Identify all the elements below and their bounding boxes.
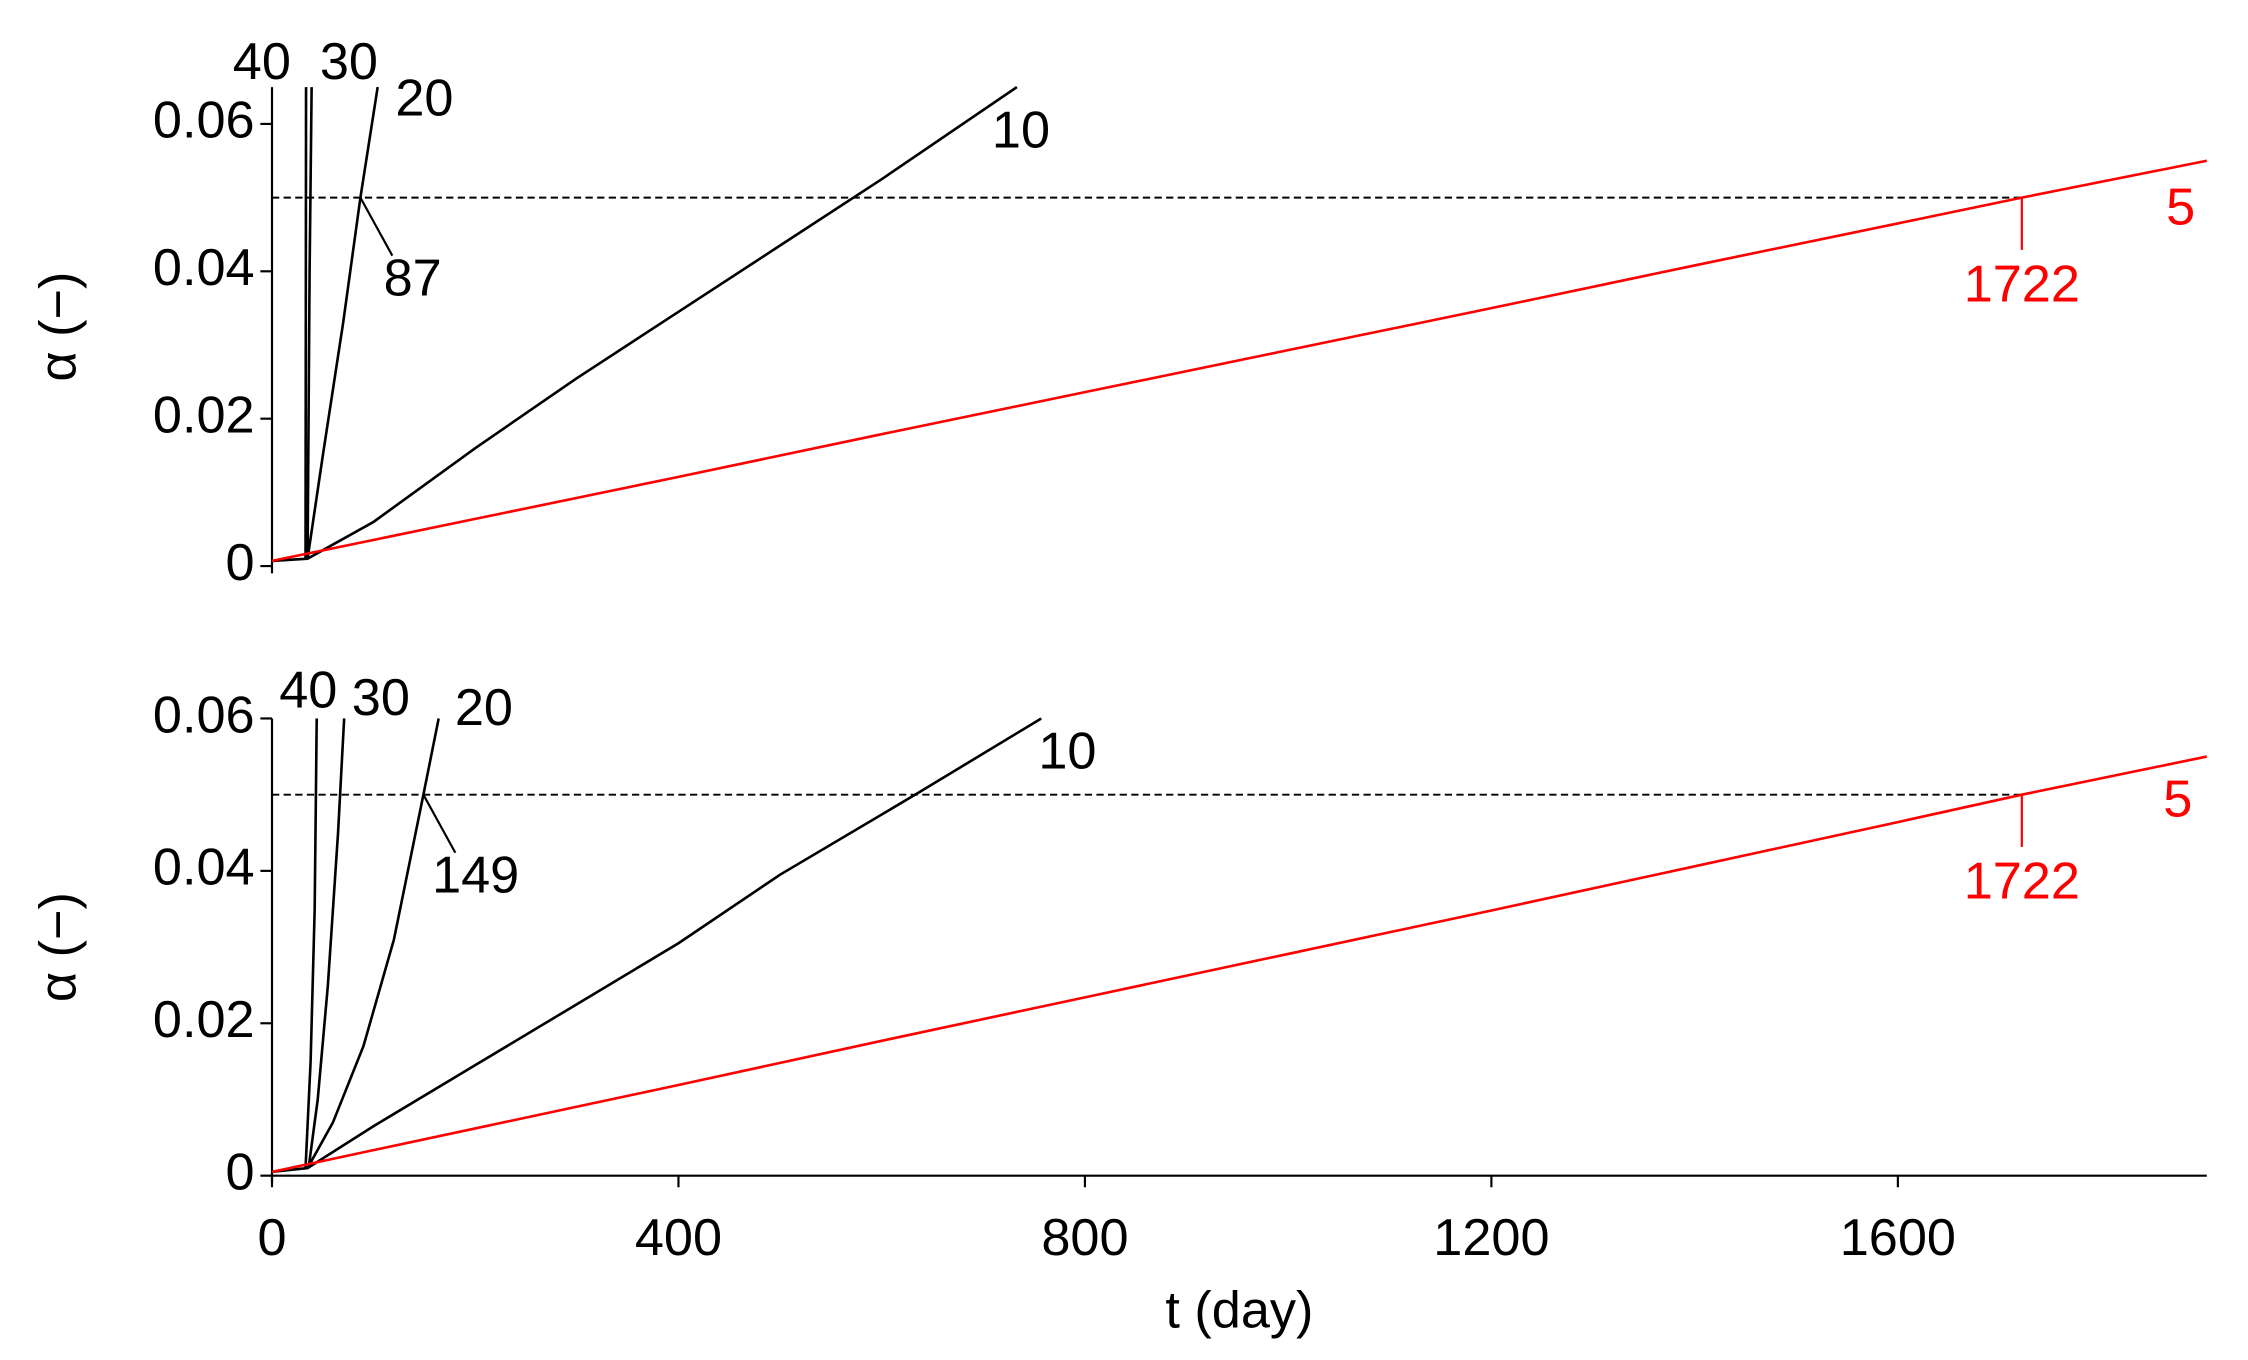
series-line — [271, 159, 2208, 563]
y-tick-label: 0.02 — [153, 991, 255, 1049]
series-label: 5 — [2166, 178, 2195, 236]
series-label: 10 — [1038, 723, 1096, 781]
x-tick-label: 0 — [257, 1209, 286, 1267]
series-label: 5 — [2163, 770, 2192, 828]
y-tick-label: 0.06 — [153, 92, 255, 150]
series-line — [271, 755, 2208, 1174]
x-tick-label: 1200 — [1433, 1209, 1549, 1267]
x-tick-label: 800 — [1041, 1209, 1128, 1267]
y-axis-label: α (−) — [29, 892, 87, 1002]
series-line — [306, 718, 440, 1169]
annotation-leader — [359, 197, 394, 257]
y-tick-label: 0.02 — [153, 386, 255, 444]
series-line — [306, 87, 313, 559]
series-label: 30 — [352, 669, 410, 727]
x-tick-label: 400 — [635, 1209, 722, 1267]
series-line — [304, 718, 319, 1169]
series-label: 40 — [233, 33, 291, 91]
y-axis-label: α (−) — [29, 272, 87, 382]
y-tick-label: 0 — [226, 1143, 255, 1201]
x-tick-label: 1600 — [1840, 1209, 1956, 1267]
series-label: 20 — [455, 679, 513, 737]
annotation-leader — [422, 794, 457, 854]
series-line — [306, 86, 379, 559]
annotation: 1722 — [1964, 255, 2080, 313]
series-label: 30 — [320, 33, 378, 91]
annotation: 149 — [432, 847, 519, 905]
y-tick-label: 0.06 — [153, 686, 255, 744]
y-tick-label: 0.04 — [153, 239, 255, 297]
series-line — [307, 718, 346, 1169]
x-axis-label: t (day) — [1165, 1281, 1313, 1339]
y-tick-label: 0.04 — [153, 839, 255, 897]
annotation: 87 — [384, 250, 442, 308]
annotation: 1722 — [1964, 852, 2080, 910]
series-label: 40 — [279, 662, 337, 720]
series-line — [271, 717, 1042, 1174]
series-label: 10 — [992, 101, 1050, 159]
series-line — [271, 86, 1018, 563]
series-label: 20 — [395, 69, 453, 127]
series-line — [304, 87, 308, 559]
y-tick-label: 0 — [226, 534, 255, 592]
